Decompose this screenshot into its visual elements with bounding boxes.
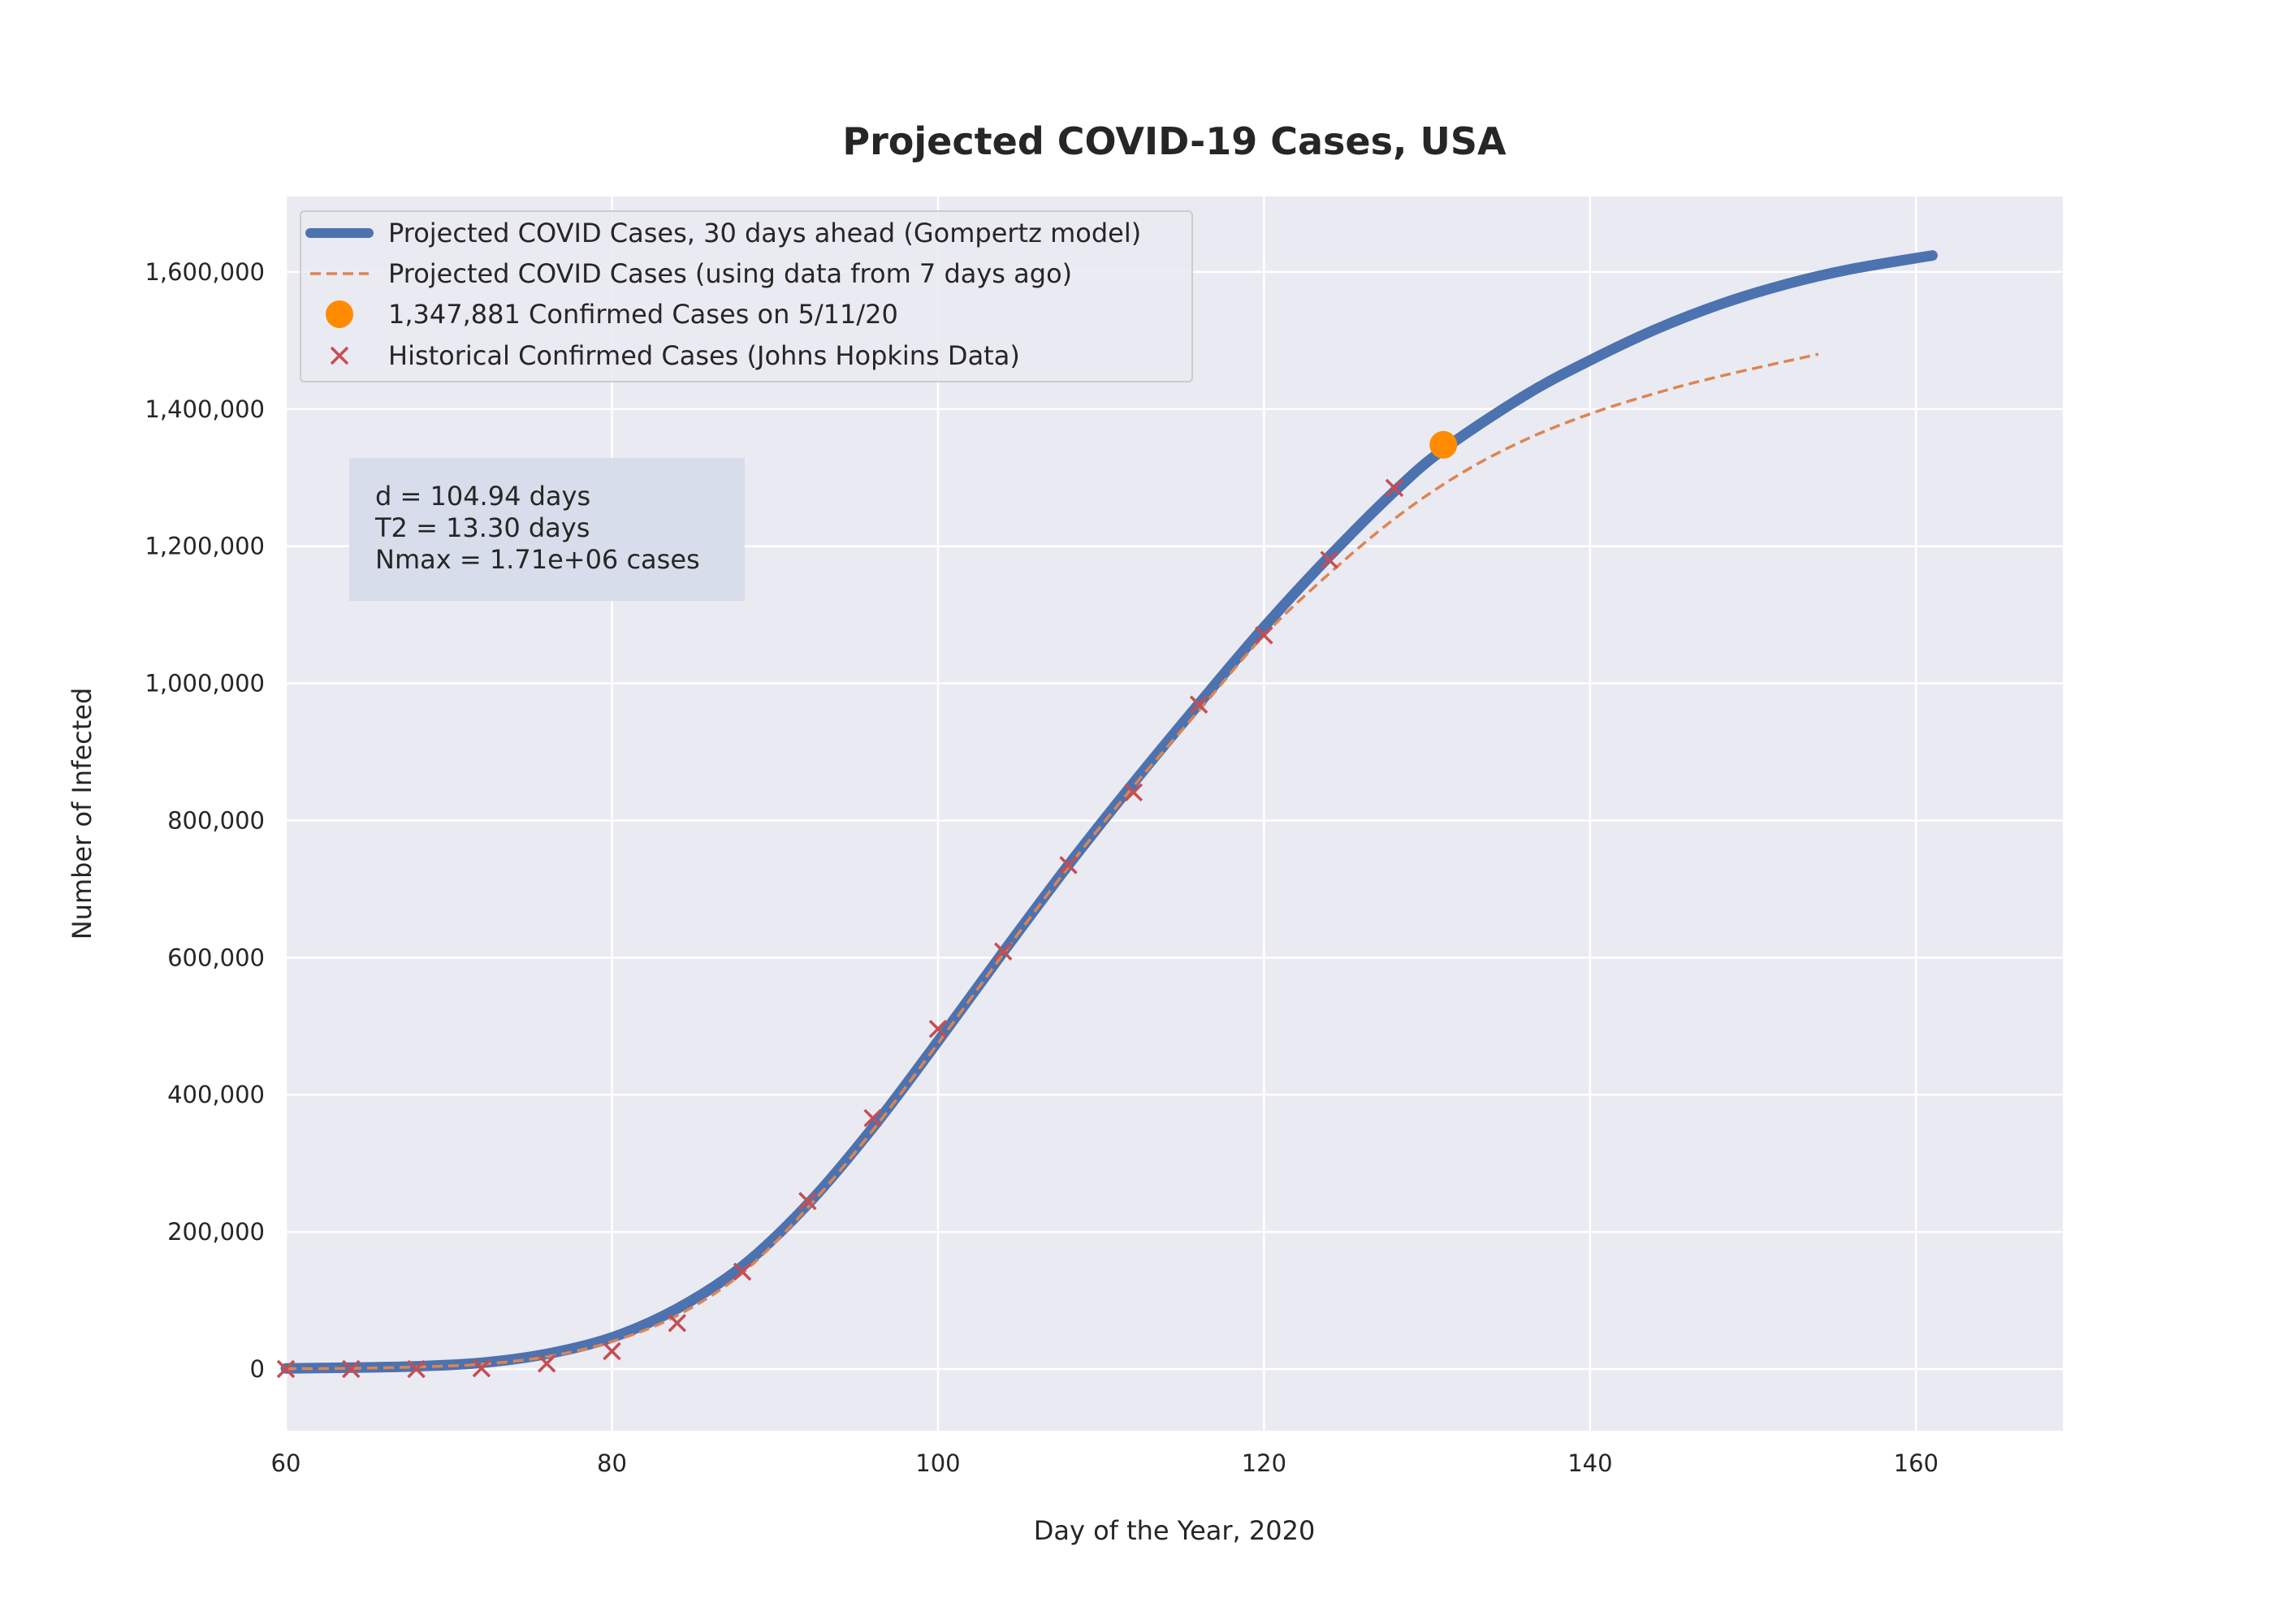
historical-case-marker-stroke: [993, 942, 1013, 961]
gompertz-projection-line: [280, 250, 1938, 1374]
historical-case-marker-stroke: [276, 1359, 296, 1379]
historical-case-marker: [1255, 626, 1273, 645]
legend-box: [300, 210, 1193, 382]
y-tick-label: 1,200,000: [145, 533, 265, 560]
historical-case-marker-stroke: [798, 1191, 817, 1211]
x-tick-label: 100: [915, 1449, 960, 1477]
confirmed-cases-point: [1429, 430, 1458, 459]
y-tick-label: 400,000: [167, 1081, 265, 1108]
stats-line-t2: T2 = 13.30 days: [374, 512, 590, 543]
historical-case-marker-stroke: [668, 1314, 686, 1332]
y-tick-label: 1,400,000: [145, 395, 265, 423]
legend-label-confirmed: 1,347,881 Confirmed Cases on 5/11/20: [388, 299, 898, 330]
historical-case-marker-stroke: [537, 1354, 556, 1373]
y-tick-label: 0: [250, 1355, 265, 1383]
historical-case-marker: [603, 1341, 621, 1361]
historical-case-marker-stroke: [1320, 551, 1338, 569]
historical-case-marker: [342, 1359, 361, 1379]
historical-case-marker-stroke: [733, 1262, 752, 1281]
legend-label-gompertz: Projected COVID Cases, 30 days ahead (Go…: [388, 218, 1141, 248]
historical-case-marker: [733, 1262, 752, 1281]
historical-case-marker: [407, 1359, 426, 1379]
x-tick-label: 60: [271, 1449, 301, 1477]
x-tick-label: 80: [597, 1449, 627, 1477]
historical-case-marker: [276, 1359, 296, 1379]
historical-case-marker-stroke: [1385, 478, 1404, 498]
historical-case-marker: [798, 1191, 817, 1211]
stats-line-nmax: Nmax = 1.71e+06 cases: [375, 544, 700, 575]
historical-case-marker-stroke: [928, 1019, 948, 1039]
historical-case-marker-stroke: [1059, 856, 1078, 875]
historical-case-marker-stroke: [472, 1358, 491, 1378]
x-tick-label: 120: [1242, 1449, 1286, 1477]
y-tick-label: 1,600,000: [145, 258, 265, 286]
x-tick-label: 140: [1567, 1449, 1612, 1477]
y-tick-label: 800,000: [167, 806, 265, 834]
y-tick-label: 1,000,000: [145, 670, 265, 698]
historical-case-marker: [928, 1019, 948, 1039]
stats-annotation: d = 104.94 days T2 = 13.30 days Nmax = 1…: [349, 458, 745, 601]
stats-line-d: d = 104.94 days: [375, 481, 590, 512]
historical-case-marker: [537, 1354, 556, 1373]
historical-case-marker: [1189, 695, 1208, 714]
historical-case-marker-stroke: [1124, 783, 1143, 802]
historical-case-marker: [472, 1358, 491, 1378]
y-tick-label: 200,000: [167, 1218, 265, 1246]
x-tick-labels: 60 80 100 120 140 160: [271, 1449, 1939, 1477]
historical-case-marker-stroke: [1189, 695, 1208, 714]
chart-title: Projected COVID-19 Cases, USA: [842, 119, 1507, 163]
historical-case-marker: [1059, 856, 1078, 875]
historical-case-marker: [993, 942, 1013, 961]
historical-case-marker-stroke: [603, 1341, 621, 1361]
historical-case-marker: [863, 1108, 882, 1128]
legend-swatch-historical: [330, 346, 349, 365]
historical-case-marker: [668, 1314, 686, 1332]
historical-case-marker-stroke: [407, 1359, 426, 1379]
legend-label-7-days: Projected COVID Cases (using data from 7…: [388, 258, 1072, 289]
x-axis-label: Day of the Year, 2020: [1034, 1515, 1316, 1546]
historical-case-marker: [1385, 478, 1404, 498]
y-axis-label: Number of Infected: [67, 688, 97, 940]
x-tick-label: 160: [1894, 1449, 1939, 1477]
historical-case-marker-stroke: [342, 1359, 361, 1379]
y-tick-label: 600,000: [167, 944, 265, 971]
series-layer: [276, 250, 1938, 1379]
historical-case-marker-stroke: [863, 1108, 882, 1128]
historical-case-marker: [1320, 551, 1338, 569]
plot-background: [286, 197, 2063, 1431]
historical-case-marker: [1124, 783, 1143, 802]
stats-annotation-box: [349, 458, 745, 601]
legend-label-historical: Historical Confirmed Cases (Johns Hopkin…: [388, 340, 1020, 371]
legend: Projected COVID Cases, 30 days ahead (Go…: [300, 210, 1193, 382]
historical-case-marker-stroke: [1255, 626, 1273, 645]
legend-swatch-confirmed: [326, 300, 353, 328]
projection-7-days-ago-line: [285, 352, 1819, 1371]
y-tick-labels: 0 200,000 400,000 600,000 800,000 1,000,000 1,…: [145, 258, 265, 1383]
